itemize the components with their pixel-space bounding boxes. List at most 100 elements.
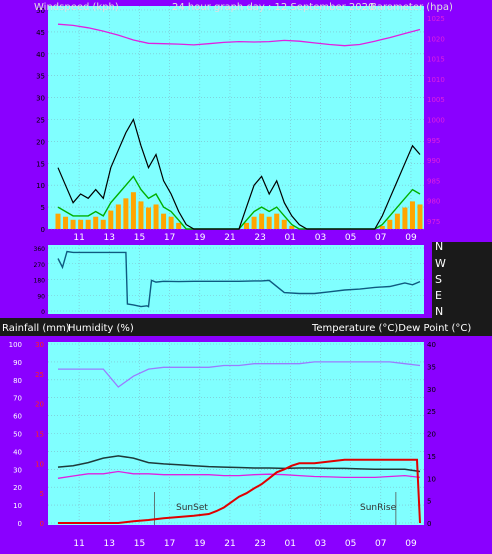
rain-y-tick-label: 0 [40, 520, 44, 528]
header-right-label: Barometer (hpa) [370, 2, 453, 13]
wind-fill-bar [78, 219, 84, 229]
wind-fill-bar [100, 219, 106, 229]
direction-series [57, 250, 421, 308]
temp-y-tick-label: 30 [427, 386, 436, 394]
humidity-y-tick-label: 90 [13, 359, 22, 367]
temp-y-tick-label: 25 [427, 408, 436, 416]
wind-fill-bar [161, 213, 167, 229]
wind-fill-bar [55, 213, 61, 229]
direction-label-n-top: N [435, 240, 443, 253]
temp-y-tick-label: 35 [427, 363, 436, 371]
frame-right-top [432, 0, 492, 242]
dewpoint-line [57, 470, 421, 479]
baro-y-tick-label: 985 [427, 177, 440, 185]
x-tick-label-bottom: 01 [285, 539, 296, 549]
x-tick-label-top: 13 [104, 233, 115, 243]
temperature-label: Temperature (°C)Dew Point (°C) [311, 323, 471, 334]
baro-y-tick-label: 1005 [427, 96, 445, 104]
wind-plot-area [48, 6, 424, 229]
x-tick-label-bottom: 13 [104, 539, 115, 549]
wind-fill-bar [123, 198, 129, 229]
humidity-y-tick-label: 60 [13, 413, 22, 421]
wind-y-tick-label: 25 [36, 117, 45, 125]
wind-fill-bar [168, 216, 174, 229]
wind-y-tick-label: 45 [36, 29, 45, 37]
temperature-series [57, 361, 421, 525]
rain-y-tick-label: 25 [35, 371, 44, 379]
wind-y-tick-label: 35 [36, 73, 45, 81]
direction-line [57, 250, 421, 308]
x-tick-label-top: 17 [164, 233, 175, 243]
direction-label-n-bottom: N [435, 305, 443, 318]
humidity-y-tick-label: 40 [13, 448, 22, 456]
wind-fill-bar [176, 222, 182, 229]
temperature-line [57, 455, 421, 473]
x-tick-label-top: 09 [405, 233, 417, 243]
rain-y-tick-label: 30 [35, 341, 44, 349]
sunset-label: SunSet [176, 503, 208, 513]
baro-y-tick-label: 1010 [427, 76, 445, 84]
header-center-label: 24 hour graph day : 12 September 2020 [172, 2, 374, 13]
wind-fill-bar [417, 204, 423, 229]
humidity-label: Humidity (%) [68, 323, 134, 334]
direction-plot-area [48, 245, 424, 314]
wind-fill-bar [259, 213, 265, 229]
humidity-y-tick-label: 50 [13, 431, 22, 439]
temp-y-tick-label: 15 [427, 453, 436, 461]
wind-fill-bar [138, 201, 144, 229]
baro-y-tick-label: 1020 [427, 35, 445, 43]
wind-fill-bar [130, 192, 136, 229]
humidity-y-tick-label: 10 [13, 502, 22, 510]
wind-fill-bar [63, 216, 69, 229]
temp-y-tick-label: 20 [427, 431, 436, 439]
rainfall-label: Rainfall (mm) [2, 323, 70, 334]
wind-gust-line [57, 117, 421, 230]
x-tick-label-top: 07 [375, 233, 386, 243]
wind-fill-bar [251, 216, 257, 229]
baro-y-tick-label: 980 [427, 198, 440, 206]
x-tick-label-bottom: 03 [315, 539, 326, 549]
rain-y-tick-label: 10 [35, 460, 44, 468]
temp-y-tick-label: 10 [427, 475, 436, 483]
baro-y-tick-label: 975 [427, 218, 440, 226]
wind-y-tick-label: 10 [36, 182, 45, 190]
dir-y-tick-label: 180 [34, 278, 46, 285]
grid-lines [48, 6, 424, 525]
x-tick-label-top: 05 [345, 233, 356, 243]
wind-fill-bar [289, 225, 295, 229]
wind-fill-bar [394, 213, 400, 229]
dir-y-tick-label: 90 [37, 293, 45, 300]
baro-y-tick-label: 990 [427, 157, 440, 165]
baro-y-tick-label: 995 [427, 137, 440, 145]
x-tick-label-bottom: 11 [73, 539, 84, 549]
baro-y-tick-label: 1025 [427, 15, 445, 23]
wind-fill-bar [70, 219, 76, 229]
x-tick-label-bottom: 21 [224, 539, 235, 549]
rain-y-tick-label: 15 [35, 431, 44, 439]
rain-y-tick-label: 20 [35, 401, 44, 409]
x-tick-label-top: 19 [194, 233, 206, 243]
direction-label-w: W [435, 257, 446, 270]
wind-fill-bar [115, 204, 121, 229]
barometer-line [57, 23, 421, 47]
wind-fill-bar [379, 225, 385, 229]
humidity-y-tick-label: 0 [18, 520, 22, 528]
x-tick-label-top: 01 [285, 233, 296, 243]
wind-fill-bar [402, 207, 408, 229]
frame-direction-right [432, 242, 492, 318]
baro-y-tick-label: 1000 [427, 117, 445, 125]
wind-y-tick-label: 0 [41, 226, 45, 234]
dir-y-tick-label: 270 [34, 262, 46, 269]
wind-fill-bar [108, 210, 114, 229]
dir-y-tick-label: 0 [41, 309, 45, 316]
temp-y-tick-label: 5 [427, 498, 431, 506]
x-tick-label-top: 23 [254, 233, 265, 243]
humidity-y-tick-label: 20 [13, 484, 22, 492]
x-tick-label-bottom: 15 [134, 539, 145, 549]
axis-labels: 1111131315151717191921212323010103030505… [9, 7, 445, 549]
rain-y-tick-label: 5 [40, 490, 44, 498]
wind-fill-bar [387, 219, 393, 229]
header-left-label: Windspeed (kph) [34, 2, 119, 13]
x-tick-label-bottom: 09 [405, 539, 417, 549]
temp-y-tick-label: 40 [427, 341, 436, 349]
